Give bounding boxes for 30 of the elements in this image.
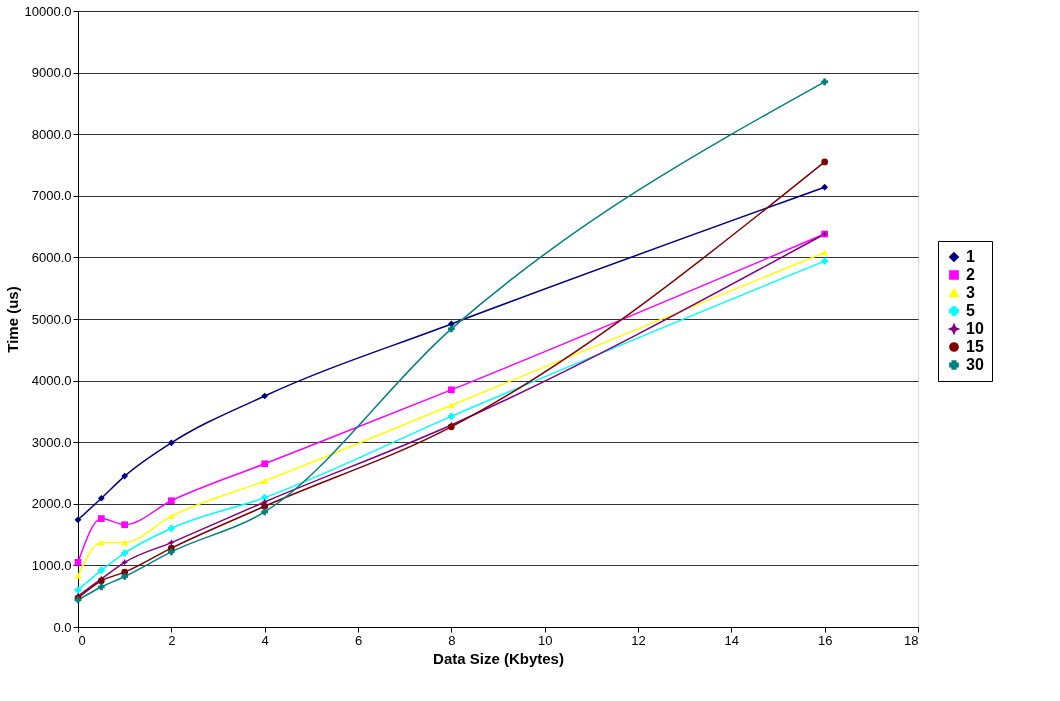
x-tick-label: 0 [78,632,86,648]
y-tick-label: 5000.0 [31,311,72,327]
x-tick-label: 2 [168,632,176,648]
x-tick-label: 6 [354,632,363,648]
legend-label: 15 [966,338,984,355]
legend-label: 2 [966,266,975,283]
y-tick-label: 1000.0 [31,557,72,573]
legend-label: 1 [966,248,975,265]
legend-label: 3 [966,284,975,301]
y-tick-label: 2000.0 [31,496,72,512]
y-tick-label: 0.0 [53,619,72,635]
y-tick-label: 3000.0 [31,434,72,450]
y-tick-label: 6000.0 [31,249,72,265]
legend-label: 30 [966,356,984,373]
x-tick-label: 18 [904,632,919,648]
x-tick-label: 4 [261,632,269,648]
x-tick-label: 16 [817,632,833,648]
x-tick-label: 8 [448,632,456,648]
y-tick-label: 8000.0 [31,126,72,142]
y-axis-title: Time (us) [3,286,21,353]
legend-label: 5 [966,302,975,319]
y-tick-label: 4000.0 [31,373,72,389]
x-axis-title: Data Size (Kbytes) [433,649,564,667]
x-tick-label: 14 [724,632,740,648]
x-tick-label: 10 [537,632,553,648]
y-tick-label: 10000.0 [24,3,72,19]
y-tick-label: 7000.0 [31,188,72,204]
x-tick-label: 12 [631,632,646,648]
y-tick-label: 9000.0 [31,65,72,81]
legend-label: 10 [966,320,984,337]
